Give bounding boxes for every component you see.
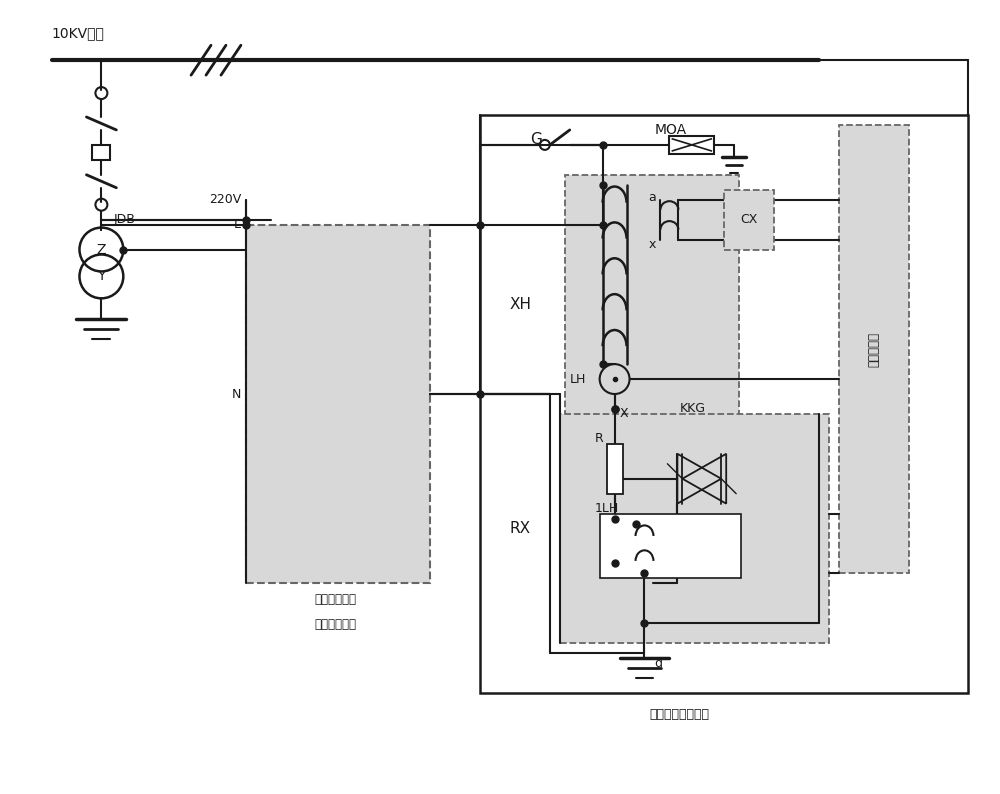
Text: R: R (595, 433, 603, 445)
Text: 220V: 220V (209, 193, 241, 206)
Text: 筱壳端子筱: 筱壳端子筱 (867, 332, 880, 367)
Bar (600, 514, 741, 578)
Text: 1LH: 1LH (595, 502, 619, 515)
Text: 装置检测平台: 装置检测平台 (315, 619, 357, 631)
Bar (92, 145, 110, 160)
Text: MOA: MOA (654, 123, 687, 137)
Text: Y: Y (97, 269, 106, 283)
Bar (565, 175, 739, 434)
Text: x: x (648, 238, 656, 251)
Text: CX: CX (740, 213, 758, 226)
Text: RX: RX (510, 521, 531, 536)
Text: 消弧线圈成套装置: 消弧线圈成套装置 (649, 708, 709, 721)
Text: XH: XH (510, 297, 532, 312)
Text: d: d (654, 657, 662, 669)
Bar (669, 136, 714, 154)
Text: L: L (234, 218, 241, 231)
Text: LH: LH (570, 372, 586, 386)
Bar (480, 115, 968, 693)
Bar (246, 225, 430, 584)
Text: 10KV毪线: 10KV毪线 (52, 26, 104, 40)
Text: G: G (530, 133, 542, 148)
Text: Z: Z (97, 242, 106, 256)
Text: X: X (620, 407, 628, 421)
Bar (607, 444, 623, 494)
Text: 消弧线圈成套: 消弧线圈成套 (315, 593, 357, 607)
Text: a: a (648, 191, 656, 204)
Text: JDB: JDB (113, 213, 135, 226)
Text: KKG: KKG (679, 403, 705, 415)
Bar (839, 125, 909, 573)
Bar (724, 190, 774, 249)
Text: N: N (232, 387, 241, 400)
Bar (560, 414, 829, 643)
